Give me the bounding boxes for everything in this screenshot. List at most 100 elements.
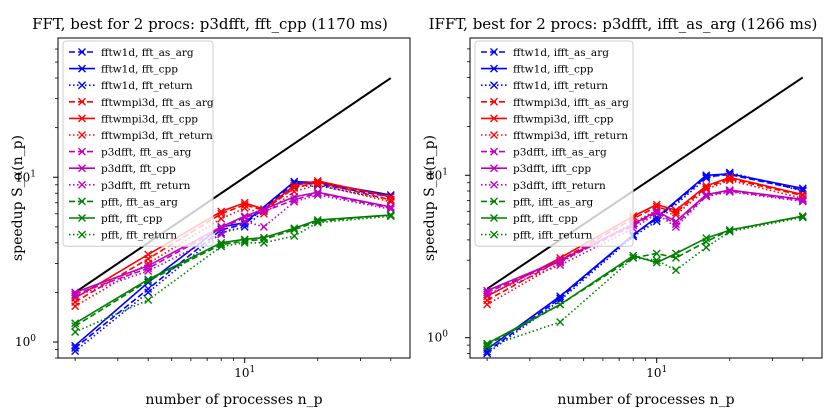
fft-ideal-speedup-line (74, 77, 392, 294)
fft-legend-marker (78, 131, 86, 139)
ifft-legend-marker (490, 81, 498, 90)
fft-data-point (290, 197, 299, 206)
ifft-legend-marker (490, 48, 498, 56)
ifft-data-point (725, 173, 734, 182)
fft-data-point (71, 292, 80, 301)
fft-legend-marker (78, 164, 86, 173)
fft-data-point (386, 195, 395, 204)
fft-y-axis-label-text: speedup S_α(n_p) (10, 135, 26, 261)
ifft-series-line (486, 176, 803, 297)
ifft-legend-label: fftw1d, ifft_cpp (513, 64, 594, 76)
ifft-data-point (702, 190, 711, 199)
ifft-data-point (629, 253, 638, 262)
ifft-data-point (725, 226, 734, 235)
ifft-data-point (483, 290, 492, 299)
ifft-data-point (798, 184, 807, 193)
ifft-speedup-panel: IFFT, best for 2 procs: p3dfft, ifft_as_… (422, 15, 823, 408)
ifft-data-point (556, 300, 565, 309)
ifft-series-line (486, 190, 803, 294)
fft-legend-label: pfft, fft_return (101, 230, 177, 242)
fft-series-line (74, 181, 391, 303)
ifft-data-point (671, 266, 680, 275)
fft-data-point (240, 217, 249, 226)
ifft-data-point (798, 212, 807, 221)
ifft-legend-marker (490, 97, 498, 106)
fft-data-point (144, 250, 153, 259)
ifft-series-line (486, 215, 803, 345)
ifft-legend-label: fftw1d, ifft_return (513, 80, 608, 92)
fft-data-point (71, 322, 80, 331)
ifft-data-point (652, 209, 661, 218)
ifft-data-point (702, 192, 711, 201)
ifft-legend-label: p3dfft, ifft_return (513, 180, 606, 192)
fft-data-point (290, 232, 299, 240)
ifft-legend-label: fftwmpi3d, ifft_as_arg (513, 97, 629, 109)
fft-data-point (144, 288, 153, 297)
fft-data-point (259, 207, 268, 216)
fft-series-line (74, 214, 391, 327)
ifft-data-point (671, 249, 680, 258)
fft-data-point (240, 204, 249, 213)
ifft-legend-label: p3dfft, ifft_as_arg (513, 147, 607, 159)
fft-legend: fftw1d, fft_as_arg fftw1d, fft_cpp fftw1d,… (62, 40, 214, 247)
ifft-legend-label: fftw1d, ifft_as_arg (513, 47, 609, 59)
fft-data-point (217, 230, 226, 239)
fft-legend-label: fftwmpi3d, fft_as_arg (101, 97, 214, 109)
ifft-x-tick-label: 101 (646, 365, 667, 380)
fft-data-point (144, 266, 153, 275)
fft-data-point (386, 211, 395, 220)
ifft-data-point (556, 294, 565, 303)
fft-y-tick-label: 100 (15, 334, 36, 349)
fft-data-point (290, 181, 299, 190)
ifft-legend-label: fftwmpi3d, ifft_cpp (513, 113, 614, 125)
ifft-y-axis-label-text: speedup S_α(n_p) (422, 135, 438, 261)
fft-data-point (240, 238, 249, 247)
fft-data-point (259, 238, 268, 247)
ifft-data-point (556, 317, 565, 326)
ifft-legend-marker (490, 64, 498, 73)
ifft-legend: fftw1d, ifft_as_arg fftw1d, ifft_cpp fftw1… (474, 40, 634, 247)
fft-x-tick-label: 101 (234, 365, 255, 380)
ifft-chart-title: IFFT, best for 2 procs: p3dfft, ifft_as_… (429, 15, 818, 33)
fft-series-line (74, 192, 391, 295)
ifft-data-point (671, 210, 680, 219)
ifft-data-point (798, 196, 807, 205)
ifft-data-point (652, 217, 661, 226)
fft-legend-marker (78, 197, 86, 206)
ifft-series-line (486, 216, 803, 348)
fft-legend-marker (78, 147, 86, 156)
ifft-series-line (486, 191, 803, 296)
fft-chart-title: FFT, best for 2 procs: p3dfft, fft_cpp (… (32, 15, 388, 33)
ifft-data-point (725, 187, 734, 196)
fft-data-point (217, 242, 226, 251)
fft-data-point (144, 295, 153, 304)
fft-data-point (71, 319, 80, 328)
ifft-data-point (483, 300, 492, 309)
ifft-data-point (702, 243, 711, 252)
ifft-legend-marker (490, 230, 498, 239)
ifft-ideal-speedup-line (486, 76, 804, 290)
fft-data-point (259, 222, 268, 231)
fft-legend-label: p3dfft, fft_return (101, 180, 191, 192)
fft-legend-marker (78, 180, 86, 189)
ifft-data-point (652, 208, 661, 217)
fft-legend-label: pfft, fft_as_arg (101, 196, 178, 208)
fft-series-line (74, 214, 391, 324)
ifft-data-point (798, 213, 807, 222)
ifft-data-point (798, 197, 807, 206)
ifft-data-point (483, 342, 492, 351)
fft-data-point (144, 275, 153, 284)
fft-data-point (313, 191, 322, 200)
fft-data-point (240, 200, 249, 209)
fft-y-tick-label: 101 (15, 169, 36, 184)
fft-series-line (74, 191, 391, 294)
ifft-data-point (556, 261, 565, 270)
fft-legend-marker (78, 230, 86, 239)
fft-legend-label: pfft, fft_cpp (101, 213, 163, 225)
fft-data-point (217, 238, 226, 247)
ifft-data-point (702, 171, 711, 180)
fft-legend-label: fftw1d, fft_return (101, 80, 193, 92)
fft-legend-label: fftwmpi3d, fft_return (101, 130, 213, 142)
fft-legend-marker (78, 48, 86, 56)
ifft-data-point (483, 349, 492, 358)
